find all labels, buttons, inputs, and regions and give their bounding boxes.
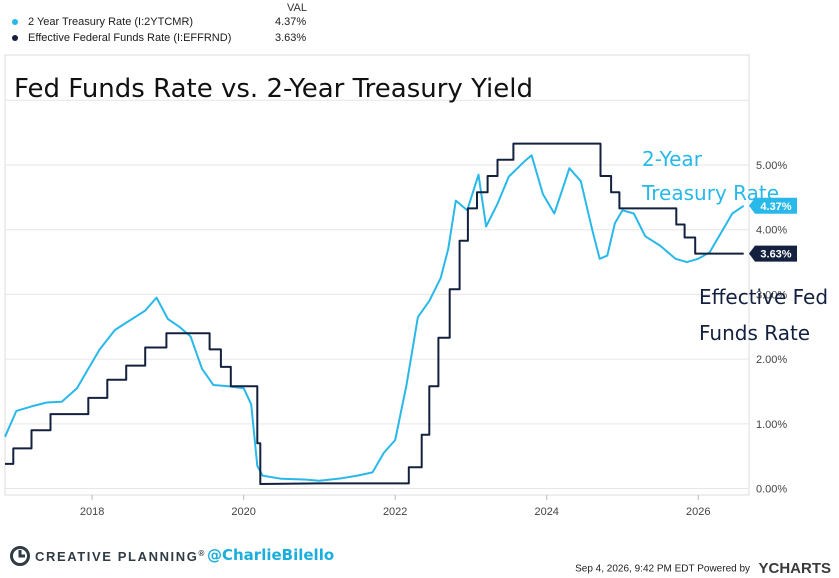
footer-source: Sep 4, 2026, 9:42 PM EDT Powered by YCHA… — [551, 560, 831, 578]
x-tick-label: 2022 — [383, 506, 407, 518]
x-tick-label: 2020 — [231, 506, 255, 518]
end-value-label: 3.63% — [749, 245, 797, 262]
legend-item-fed-funds[interactable]: Effective Federal Funds Rate (I:EFFRND) … — [12, 31, 322, 45]
series-line-2-year-treasury-rate[interactable] — [4, 154, 745, 482]
y-axis-ticks: 0.00% 1.00% 2.00% 3.00% 4.00% 5.00% — [756, 160, 787, 496]
end-label-text: 4.37% — [760, 201, 791, 213]
y-tick-label: 3.00% — [756, 289, 787, 301]
creative-planning-logo-icon — [10, 546, 30, 566]
timestamp-text: Sep 4, 2026, 9:42 PM EDT Powered by — [575, 563, 751, 575]
y-tick-label: 1.00% — [756, 419, 787, 431]
chart-legend: VAL 2 Year Treasury Rate (I:2YTCMR) 4.37… — [0, 0, 330, 48]
annotation-fedfunds-line2: Funds Rate — [699, 321, 810, 345]
end-label-badge — [749, 245, 797, 262]
legend-item-label: 2 Year Treasury Rate (I:2YTCMR) — [28, 16, 194, 28]
series-line-effective-federal-funds-rate[interactable] — [5, 142, 744, 485]
plot-frame — [4, 54, 750, 496]
footer-branding: CREATIVE PLANNING® @CharlieBilello — [10, 546, 370, 570]
ycharts-logo: YCHARTS — [758, 560, 831, 578]
legend-item-value: 4.37% — [275, 16, 307, 28]
grid-lines — [5, 99, 749, 490]
x-tick-label: 2026 — [686, 506, 710, 518]
legend-item-value: 3.63% — [275, 32, 307, 44]
y-tick-label: 0.00% — [756, 484, 787, 496]
annotation-treasury-line2: Treasury Rate — [641, 181, 779, 205]
end-label-badge — [749, 197, 797, 214]
chart-title: Fed Funds Rate vs. 2-Year Treasury Yield — [14, 74, 533, 104]
brand-name: CREATIVE PLANNING® — [35, 549, 206, 564]
end-value-label: 4.37% — [749, 197, 797, 214]
y-tick-label: 2.00% — [756, 354, 787, 366]
annotation-fedfunds-line1: Effective Fed — [699, 285, 828, 309]
legend-item-2y-treasury[interactable]: 2 Year Treasury Rate (I:2YTCMR) 4.37% — [12, 15, 322, 29]
y-tick-label: 4.00% — [756, 225, 787, 237]
x-tick-label: 2024 — [534, 506, 558, 518]
end-label-text: 3.63% — [760, 249, 791, 261]
end-value-labels: 4.37% 3.63% — [749, 197, 797, 262]
series-lines — [4, 142, 745, 485]
legend-item-label: Effective Federal Funds Rate (I:EFFRND) — [28, 32, 232, 44]
x-axis-ticks: 2018 2020 2022 2024 2026 — [80, 495, 710, 518]
legend-swatch — [12, 35, 18, 41]
author-handle: @CharlieBilello — [207, 546, 335, 564]
legend-value-header: VAL — [287, 2, 307, 14]
annotation-treasury-line1: 2-Year — [642, 147, 703, 171]
legend-swatch — [12, 19, 18, 25]
y-tick-label: 5.00% — [756, 160, 787, 172]
x-tick-label: 2018 — [80, 506, 104, 518]
